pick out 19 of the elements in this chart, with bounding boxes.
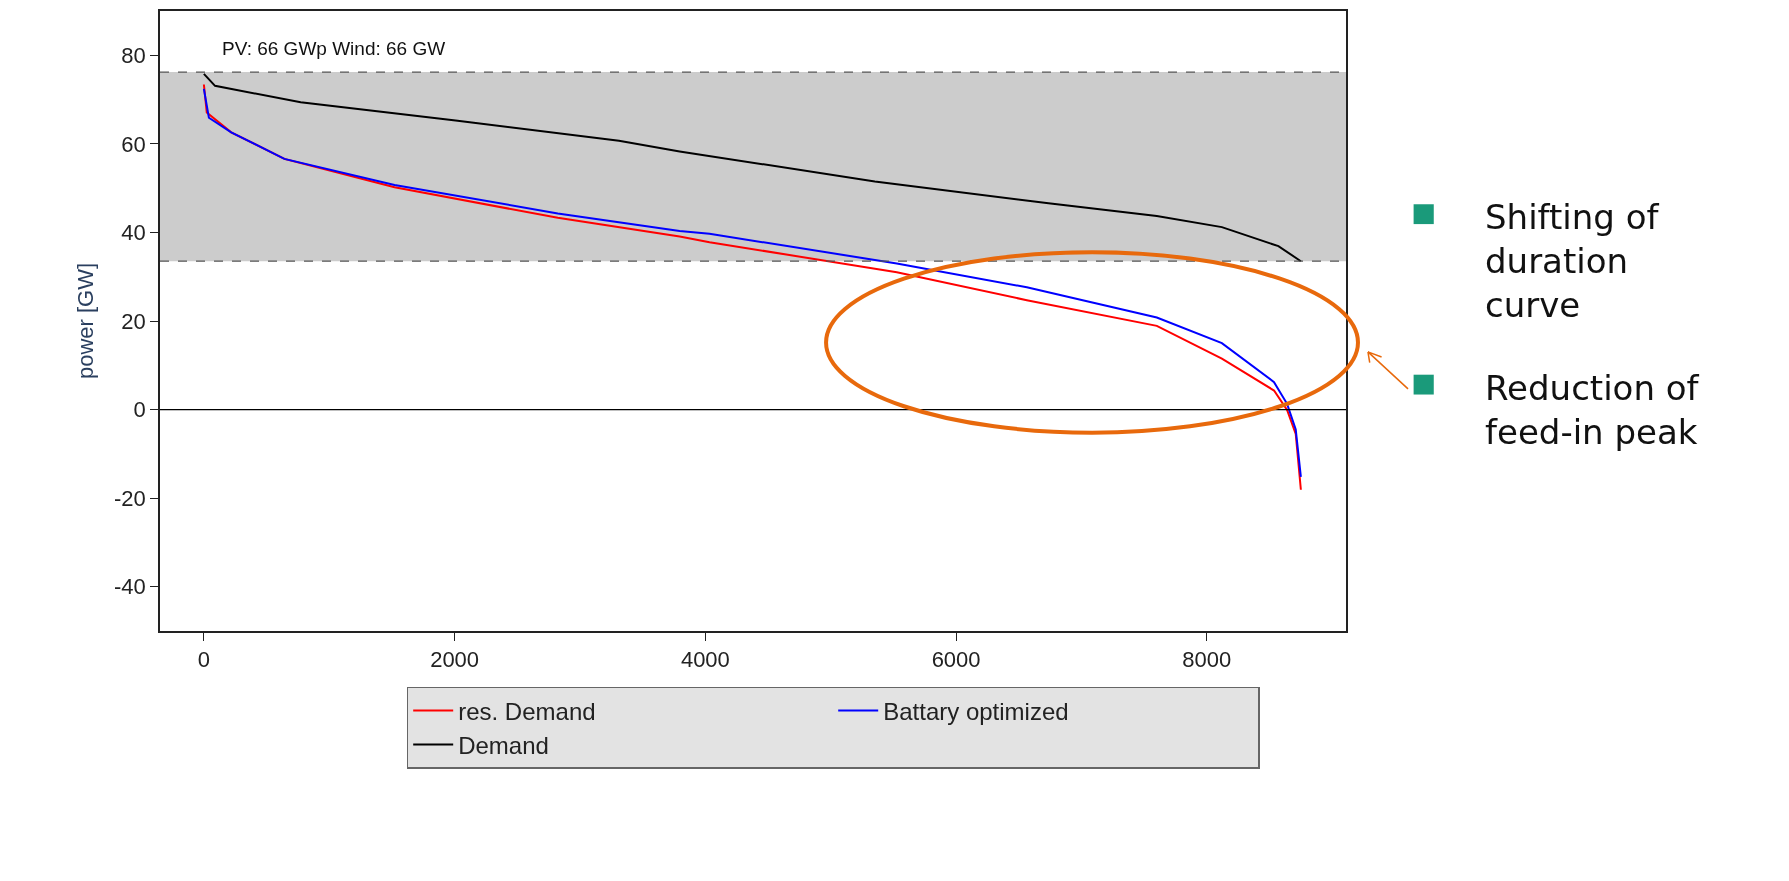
- text: Shifting of duration curve: [1485, 197, 1660, 326]
- y-tick-label: 60: [121, 131, 146, 157]
- annotation: PV: 66 GWp Wind: 66 GW: [222, 38, 446, 59]
- legend-label: Battary optimized: [883, 697, 1069, 725]
- y-tick-label: 80: [121, 42, 146, 68]
- y-tick-label: 0: [133, 397, 146, 423]
- x-tick-label: 2000: [430, 647, 480, 673]
- text: Reduction of feed-in peak: [1485, 368, 1700, 453]
- y-tick-label: -20: [114, 485, 146, 511]
- legend-label: res. Demand: [458, 697, 596, 725]
- y-axis-title: power [GW]: [73, 262, 99, 380]
- y-tick-label: -40: [114, 574, 146, 600]
- x-tick-label: 6000: [931, 647, 981, 673]
- x-tick-label: 0: [197, 647, 211, 673]
- y-tick-label: 20: [121, 308, 146, 334]
- legend-label: Demand: [458, 731, 549, 759]
- x-tick-label: 8000: [1182, 647, 1232, 673]
- x-tick-label: 4000: [680, 647, 730, 673]
- y-tick-label: 40: [121, 220, 146, 246]
